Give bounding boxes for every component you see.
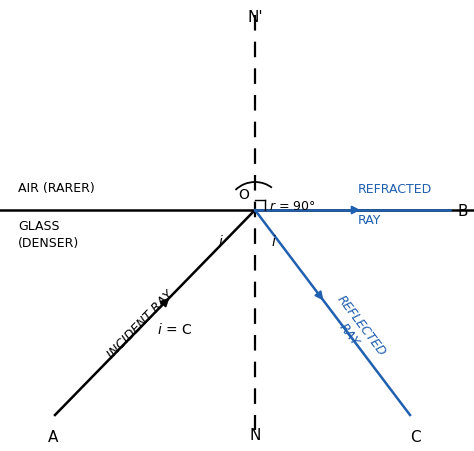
Text: REFRACTED: REFRACTED	[358, 183, 432, 196]
Text: B: B	[458, 204, 468, 220]
Text: REFLECTED
RAY: REFLECTED RAY	[322, 293, 388, 368]
Text: C: C	[410, 430, 420, 445]
Text: O: O	[238, 188, 249, 202]
Text: (DENSER): (DENSER)	[18, 237, 79, 250]
Text: GLASS: GLASS	[18, 220, 60, 233]
Text: N: N	[249, 428, 261, 443]
Text: A: A	[48, 430, 58, 445]
Text: i: i	[271, 235, 275, 249]
Text: INCIDENT RAY: INCIDENT RAY	[104, 289, 175, 362]
Text: N': N'	[247, 10, 263, 25]
Text: AIR (RARER): AIR (RARER)	[18, 182, 95, 195]
Text: $i$ = C: $i$ = C	[157, 322, 192, 337]
Text: RAY: RAY	[358, 214, 382, 227]
Text: i: i	[218, 235, 222, 249]
Text: $r$ = 90°: $r$ = 90°	[269, 201, 316, 213]
